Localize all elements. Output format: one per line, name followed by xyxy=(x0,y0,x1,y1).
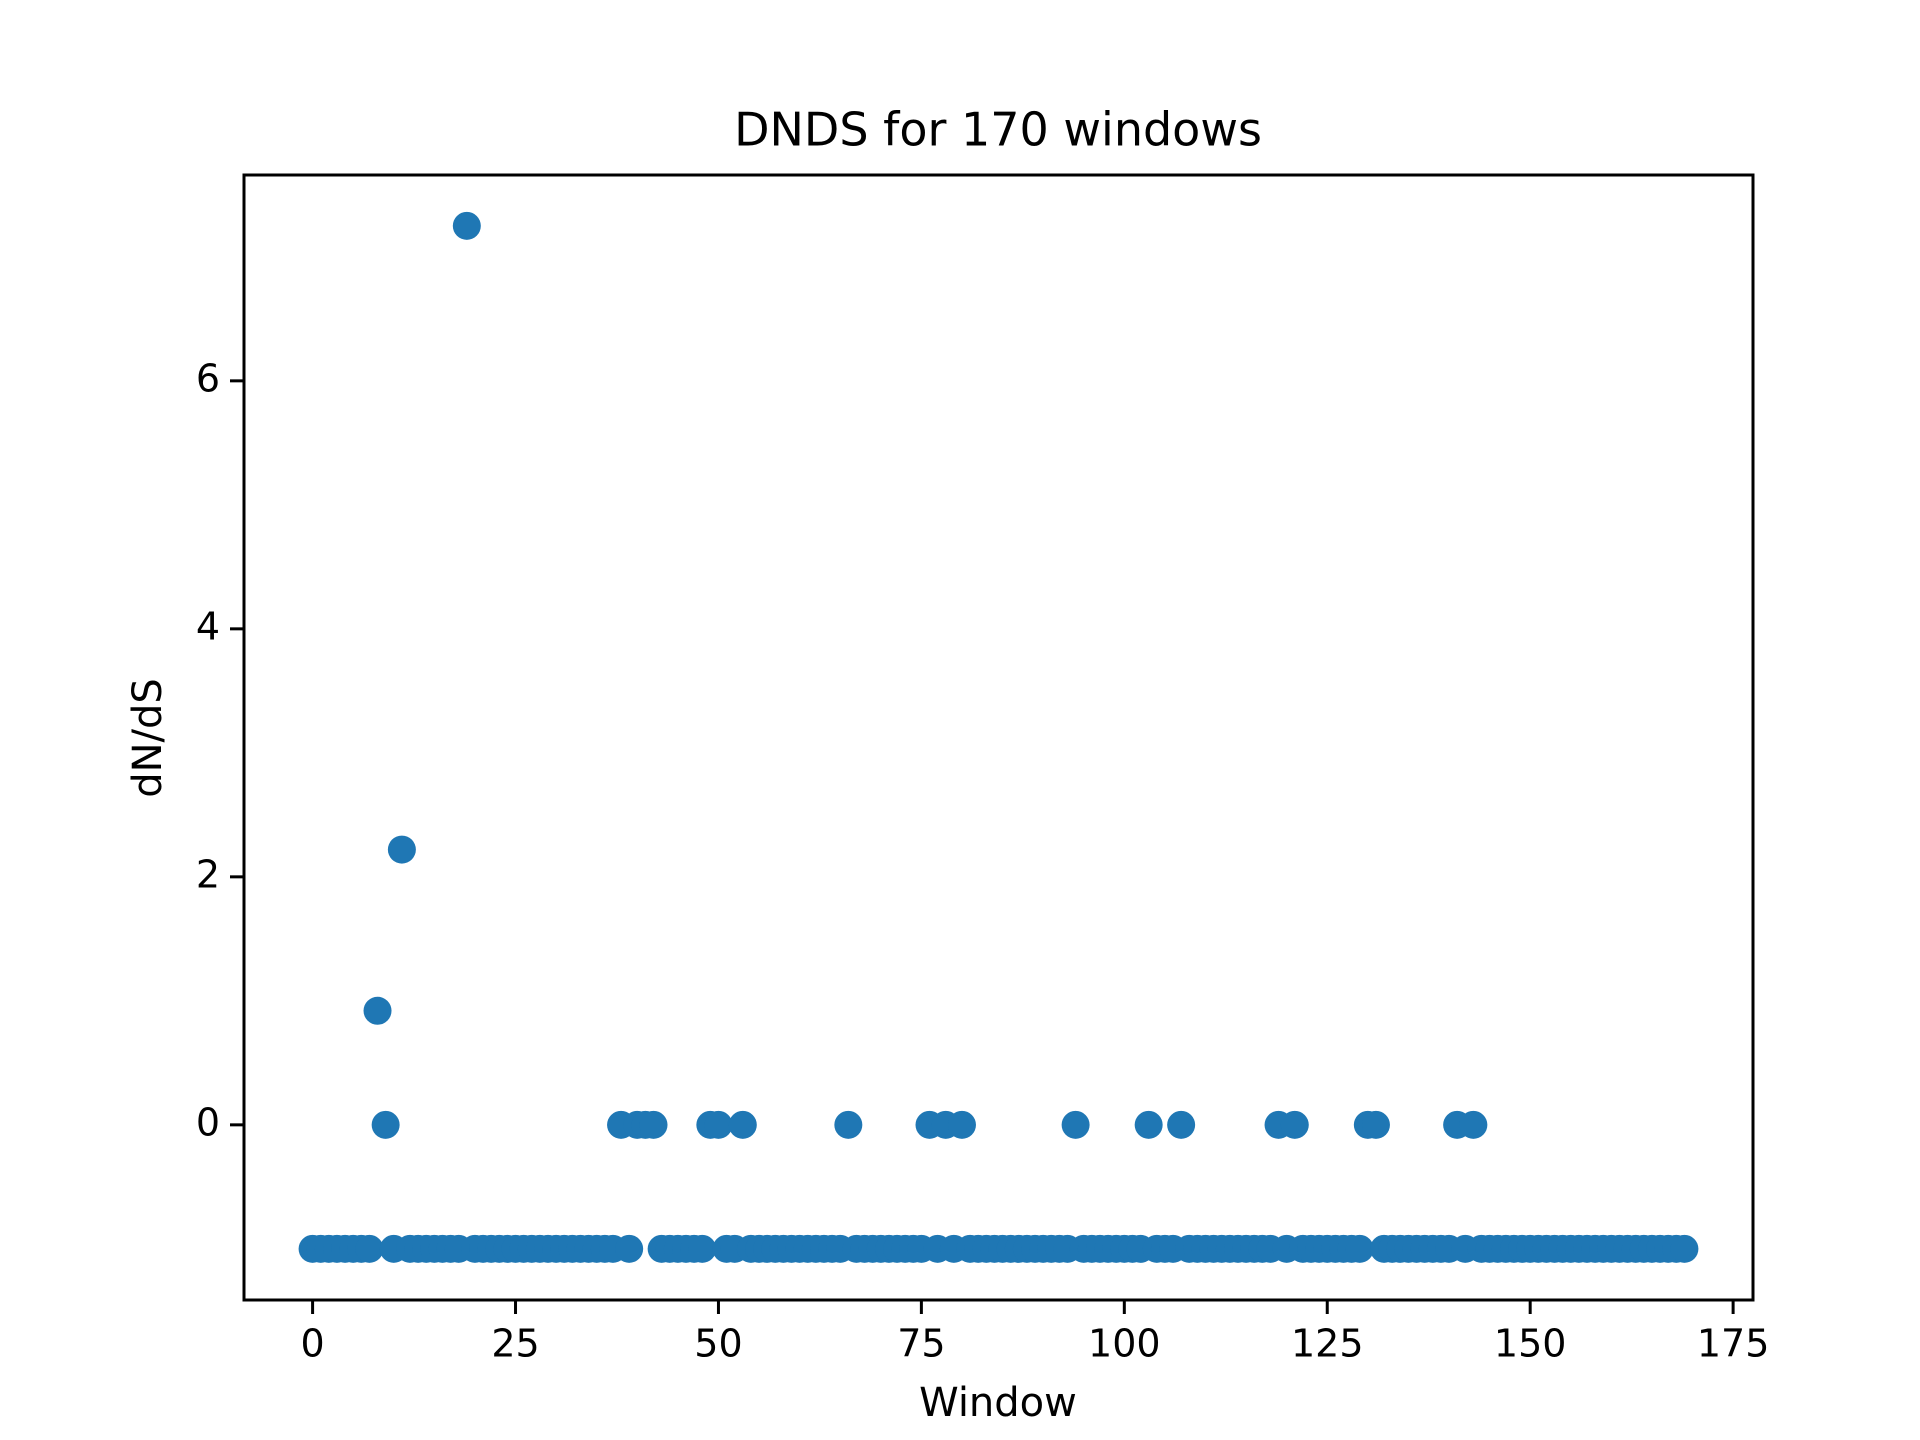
point xyxy=(834,1110,863,1139)
point xyxy=(371,1110,400,1139)
y-axis-label: dN/dS xyxy=(125,678,171,798)
x-axis-label: Window xyxy=(919,1380,1077,1426)
point xyxy=(355,1234,384,1263)
point xyxy=(947,1110,976,1139)
point xyxy=(615,1234,644,1263)
y-tick-label: 4 xyxy=(196,604,220,648)
x-tick-label: 100 xyxy=(1088,1322,1161,1366)
point xyxy=(1361,1110,1390,1139)
point xyxy=(1134,1110,1163,1139)
y-tick-label: 2 xyxy=(196,852,220,896)
point xyxy=(363,996,392,1025)
chart-title: DNDS for 170 windows xyxy=(734,103,1262,157)
point xyxy=(1670,1234,1699,1263)
y-tick-label: 6 xyxy=(196,356,220,400)
x-tick-label: 50 xyxy=(694,1322,742,1366)
point xyxy=(452,211,481,240)
x-tick-label: 25 xyxy=(491,1322,539,1366)
point xyxy=(1061,1110,1090,1139)
x-tick-label: 125 xyxy=(1291,1322,1364,1366)
point xyxy=(728,1110,757,1139)
point xyxy=(688,1234,717,1263)
plot-frame xyxy=(242,173,1755,1302)
point xyxy=(704,1110,733,1139)
point xyxy=(1280,1110,1309,1139)
point xyxy=(1459,1110,1488,1139)
point xyxy=(1345,1234,1374,1263)
point xyxy=(387,835,416,864)
x-tick-label: 150 xyxy=(1494,1322,1567,1366)
y-tick-label: 0 xyxy=(196,1100,220,1144)
x-tick-label: 75 xyxy=(897,1322,945,1366)
point xyxy=(639,1110,668,1139)
x-tick-label: 175 xyxy=(1697,1322,1770,1366)
x-tick-label: 0 xyxy=(300,1322,324,1366)
point xyxy=(1167,1110,1196,1139)
